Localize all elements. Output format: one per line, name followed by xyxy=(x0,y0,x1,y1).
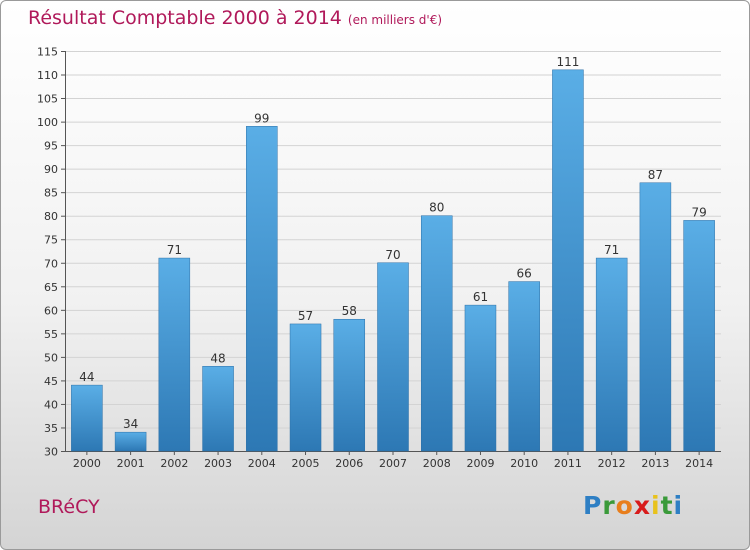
value-label-2012: 71 xyxy=(604,243,619,257)
y-tick-label: 35 xyxy=(44,422,58,435)
bar-2001 xyxy=(114,431,147,452)
y-tick-label: 55 xyxy=(44,328,58,341)
value-label-2004: 99 xyxy=(254,111,269,125)
value-label-2009: 61 xyxy=(473,290,488,304)
x-tick-label-2011: 2011 xyxy=(554,457,582,470)
value-label-2006: 58 xyxy=(342,304,357,318)
value-label-2001: 34 xyxy=(123,417,138,431)
y-tick-label: 75 xyxy=(44,234,58,247)
value-label-2011: 111 xyxy=(556,55,579,69)
x-tick-label-2014: 2014 xyxy=(685,457,713,470)
logo-letter: P xyxy=(583,491,603,520)
y-tick-label: 45 xyxy=(44,375,58,388)
bar-2000 xyxy=(71,384,103,452)
bar-2006 xyxy=(333,318,366,452)
bar-2012 xyxy=(595,257,628,452)
value-label-2000: 44 xyxy=(79,370,94,384)
logo-letter: r xyxy=(602,491,616,520)
logo-letter: i xyxy=(651,491,661,520)
y-tick-label: 65 xyxy=(44,281,58,294)
bar-2007 xyxy=(377,262,409,452)
y-tick-label: 115 xyxy=(37,46,58,59)
x-tick-label-2013: 2013 xyxy=(641,457,669,470)
x-tick-label-2009: 2009 xyxy=(466,457,494,470)
x-tick-label-2012: 2012 xyxy=(598,457,626,470)
x-tick-label-2005: 2005 xyxy=(292,457,320,470)
x-tick-label-2008: 2008 xyxy=(423,457,451,470)
y-tick-label: 60 xyxy=(44,304,58,317)
value-label-2003: 48 xyxy=(210,351,225,365)
bar-2005 xyxy=(289,323,322,452)
y-tick-label: 95 xyxy=(44,140,58,153)
y-tick-label: 100 xyxy=(37,116,58,129)
bar-2004 xyxy=(246,126,278,452)
bar-2013 xyxy=(639,182,672,452)
bar-2009 xyxy=(464,304,497,452)
x-tick-label-2003: 2003 xyxy=(204,457,232,470)
logo-letter: i xyxy=(673,491,684,520)
x-tick-label-2001: 2001 xyxy=(117,457,145,470)
value-label-2008: 80 xyxy=(429,201,444,215)
y-tick-label: 30 xyxy=(44,446,58,459)
x-tick-label-2010: 2010 xyxy=(510,457,538,470)
bar-2002 xyxy=(158,257,191,452)
bar-2014 xyxy=(683,220,715,452)
value-label-2014: 79 xyxy=(691,205,706,219)
value-label-2005: 57 xyxy=(298,309,313,323)
y-tick-label: 50 xyxy=(44,351,58,364)
chart-title: Résultat Comptable 2000 à 2014 (en millie… xyxy=(28,7,442,29)
x-tick-label-2002: 2002 xyxy=(160,457,188,470)
x-tick-label-2004: 2004 xyxy=(248,457,276,470)
y-tick-label: 90 xyxy=(44,163,58,176)
bar-2011 xyxy=(552,69,584,452)
value-label-2002: 71 xyxy=(167,243,182,257)
chart-title-main: Résultat Comptable 2000 à 2014 xyxy=(28,7,342,29)
y-tick-label: 70 xyxy=(44,257,58,270)
logo-letter: x xyxy=(633,491,651,520)
y-tick-label: 110 xyxy=(37,69,58,82)
value-label-2013: 87 xyxy=(648,168,663,182)
y-tick-label: 85 xyxy=(44,187,58,200)
x-tick-label-2007: 2007 xyxy=(379,457,407,470)
proxiti-logo: Proxiti xyxy=(583,491,683,520)
y-tick-label: 105 xyxy=(37,93,58,106)
y-tick-label: 80 xyxy=(44,210,58,223)
chart-subtitle: (en milliers d'€) xyxy=(347,13,443,27)
value-label-2007: 70 xyxy=(385,248,400,262)
bar-2010 xyxy=(508,281,540,452)
value-label-2010: 66 xyxy=(517,267,532,281)
x-tick-label-2006: 2006 xyxy=(335,457,363,470)
logo-letter: o xyxy=(615,491,634,520)
logo-letter: t xyxy=(660,491,674,520)
commune-name: BRéCY xyxy=(38,496,100,518)
bar-2003 xyxy=(202,366,234,452)
x-tick-label-2000: 2000 xyxy=(73,457,101,470)
bar-2008 xyxy=(420,215,453,452)
y-tick-label: 40 xyxy=(44,398,58,411)
